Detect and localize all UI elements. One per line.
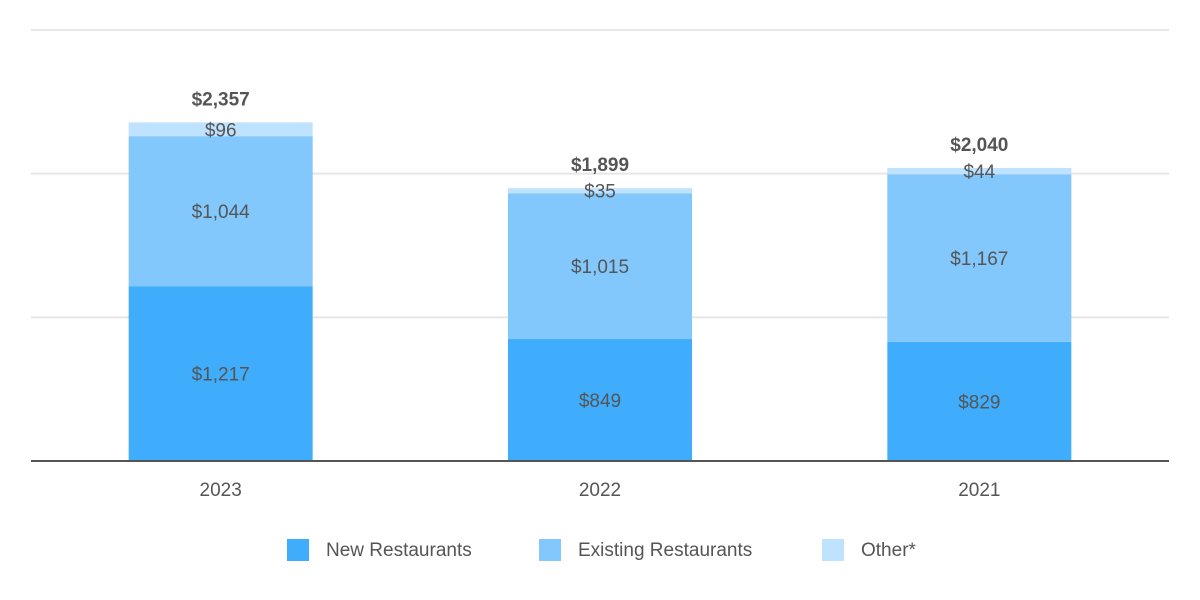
total-label: $2,040 — [950, 135, 1008, 156]
value-label: $96 — [205, 120, 237, 141]
value-label: $1,167 — [950, 249, 1008, 270]
value-label: $1,044 — [192, 202, 251, 223]
bar-segment — [508, 339, 692, 461]
legend-swatch — [539, 539, 561, 561]
legend-swatch — [822, 539, 844, 561]
value-label: $1,015 — [571, 257, 629, 278]
bar-segment — [887, 167, 1072, 175]
legend-label: New Restaurants — [326, 540, 472, 561]
bar-segment — [128, 122, 313, 137]
value-label: $1,217 — [192, 365, 250, 386]
x-tick-label: 2021 — [958, 480, 1000, 501]
legend-label: Existing Restaurants — [578, 540, 752, 561]
total-label: $1,899 — [571, 155, 629, 176]
value-label: $35 — [584, 182, 616, 203]
value-label: $44 — [963, 162, 995, 183]
bar-segment — [508, 193, 692, 340]
bar-segment — [887, 341, 1072, 461]
total-label: $2,357 — [192, 89, 250, 110]
value-label: $849 — [579, 391, 621, 412]
bar-segment — [128, 286, 313, 461]
x-tick-label: 2022 — [579, 480, 621, 501]
legend-swatch — [287, 539, 309, 561]
x-tick-label: 2023 — [200, 480, 242, 501]
value-label: $829 — [958, 392, 1000, 413]
bar-segment — [128, 136, 313, 287]
bar-segment — [887, 174, 1072, 342]
bar-segment — [508, 188, 692, 194]
legend-label: Other* — [861, 540, 917, 561]
